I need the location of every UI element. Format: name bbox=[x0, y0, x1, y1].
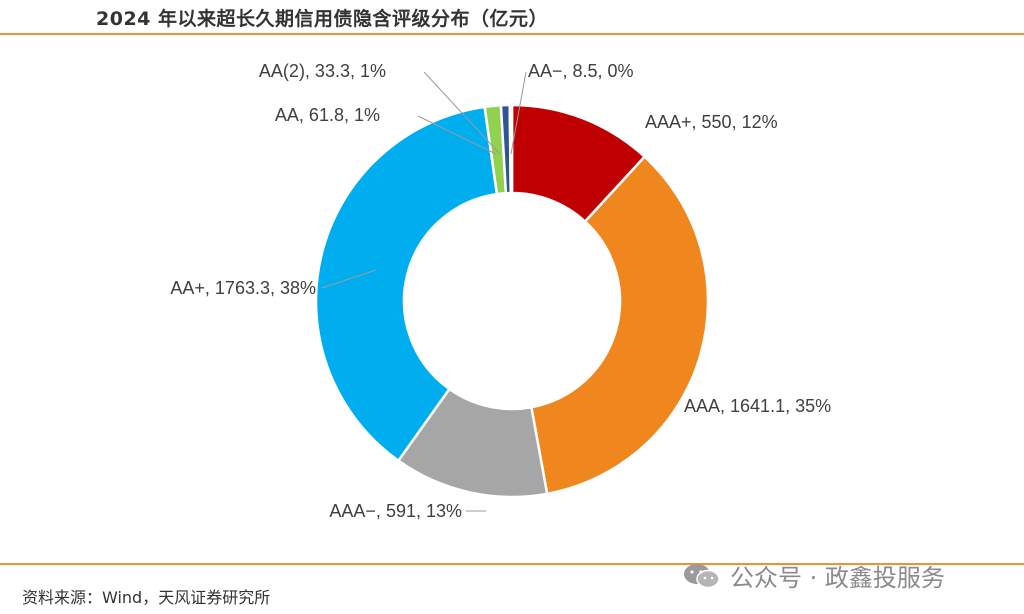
slice-aa bbox=[508, 103, 514, 195]
top-divider bbox=[0, 33, 1024, 35]
data-label-aaa: AAA, 1641.1, 35% bbox=[684, 396, 831, 416]
donut-chart: AAA+, 550, 12% AAA, 1641.1, 35% AAA−, 591,… bbox=[170, 61, 831, 521]
data-label-aa: AA+, 1763.3, 38% bbox=[170, 278, 316, 298]
leader-line-aa-2 bbox=[423, 71, 501, 155]
chart-title: 2024 年以来超长久期信用债隐含评级分布（亿元） bbox=[96, 8, 548, 30]
watermark-text: 公众号 · 政鑫投服务 bbox=[730, 564, 945, 592]
data-label-aa: AA, 61.8, 1% bbox=[275, 105, 380, 125]
leader-line-aa bbox=[321, 269, 377, 289]
data-label-aa-2: AA(2), 33.3, 1% bbox=[259, 61, 386, 81]
bottom-divider bbox=[0, 563, 1024, 565]
slice-aa bbox=[314, 105, 499, 463]
data-label-aa: AA−, 8.5, 0% bbox=[528, 61, 634, 81]
data-label-aaa: AAA−, 591, 13% bbox=[329, 501, 462, 521]
wechat-icon bbox=[684, 563, 720, 588]
leader-line-aa bbox=[417, 115, 497, 155]
slice-aaa bbox=[529, 154, 710, 496]
watermark: 公众号 · 政鑫投服务 bbox=[682, 558, 945, 593]
source-note: 资料来源：Wind，天风证券研究所 bbox=[22, 588, 271, 607]
data-label-aaa: AAA+, 550, 12% bbox=[645, 112, 778, 132]
leader-line-aa bbox=[510, 71, 527, 155]
